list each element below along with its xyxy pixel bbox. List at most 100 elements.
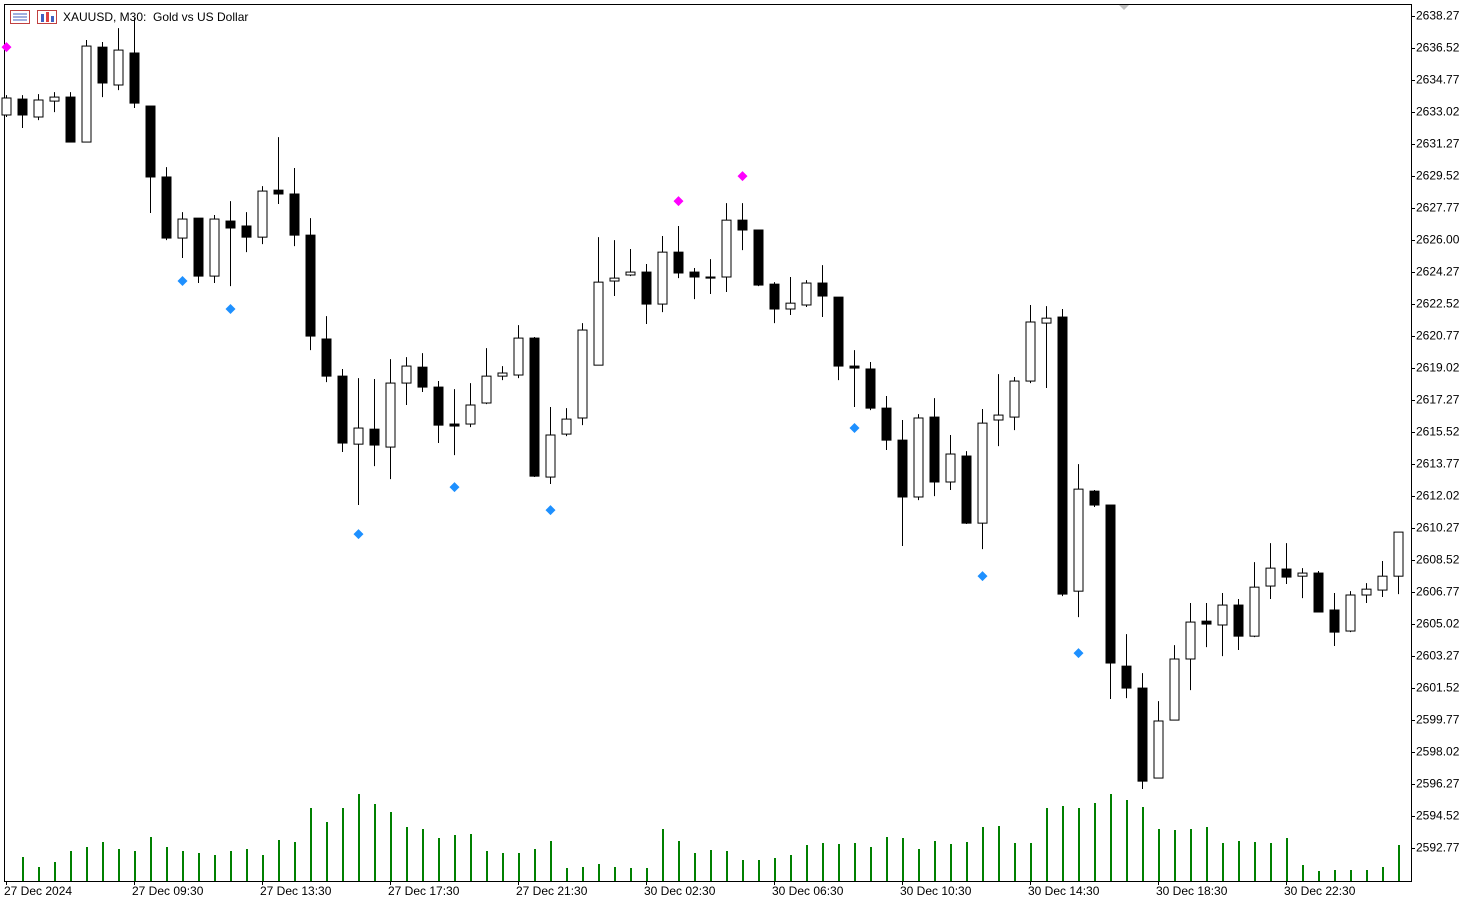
candle-body — [705, 276, 716, 279]
candle-body — [1137, 687, 1148, 782]
volume-bar — [1174, 830, 1176, 881]
volume-bar — [38, 867, 40, 881]
candle-body — [545, 434, 556, 478]
candle-body — [321, 338, 332, 377]
volume-bar — [390, 812, 392, 881]
volume-bar — [582, 867, 584, 881]
x-tick-label: 27 Dec 17:30 — [388, 884, 460, 898]
candle-body — [561, 418, 572, 435]
volume-bar — [1398, 845, 1400, 881]
candle-body — [817, 282, 828, 297]
volume-bar — [1110, 794, 1112, 881]
candle-body — [1073, 488, 1084, 592]
volume-bar — [1366, 870, 1368, 881]
volume-bar — [278, 840, 280, 881]
candle-body — [113, 49, 124, 86]
candle-body — [1329, 609, 1340, 633]
fractal-down-marker — [353, 529, 364, 540]
candle-body — [497, 372, 508, 377]
candle-body — [1025, 321, 1036, 382]
candle-body — [913, 417, 924, 498]
candle-body — [481, 375, 492, 404]
candle-body — [801, 282, 812, 306]
volume-bar — [310, 808, 312, 881]
candle-body — [369, 428, 380, 446]
volume-bar — [534, 849, 536, 881]
plot-frame — [4, 4, 1412, 882]
y-tick-label: 2608.52 — [1416, 553, 1460, 567]
candle-body — [513, 337, 524, 376]
candle-body — [1313, 572, 1324, 613]
candle-body — [225, 220, 236, 229]
volume-bar — [854, 843, 856, 881]
y-tick-label: 2634.77 — [1416, 73, 1460, 87]
candle-body — [1249, 586, 1260, 637]
candle-body — [1377, 575, 1388, 591]
candle-body — [1169, 658, 1180, 721]
x-tick-label: 27 Dec 09:30 — [132, 884, 204, 898]
y-tick-label: 2615.52 — [1416, 425, 1460, 439]
volume-bar — [950, 844, 952, 881]
candle-body — [577, 329, 588, 419]
volume-bar — [70, 851, 72, 881]
candle-body — [1041, 317, 1052, 324]
y-tick-label: 2598.02 — [1416, 745, 1460, 759]
x-tick-label: 30 Dec 14:30 — [1028, 884, 1100, 898]
volume-bar — [134, 851, 136, 881]
candle-body — [129, 52, 140, 104]
candle-body — [1153, 720, 1164, 779]
volume-bar — [1062, 806, 1064, 881]
shift-marker — [1119, 5, 1129, 10]
candle-body — [961, 455, 972, 524]
candle-body — [353, 427, 364, 445]
fractal-up-marker — [1, 42, 12, 53]
y-tick-label: 2629.52 — [1416, 169, 1460, 183]
volume-bar — [870, 847, 872, 881]
candle-body — [273, 189, 284, 195]
volume-bar — [694, 853, 696, 881]
volume-bar — [1094, 803, 1096, 881]
volume-bar — [422, 829, 424, 881]
volume-bar — [790, 855, 792, 881]
volume-bar — [1142, 807, 1144, 881]
volume-bar — [358, 794, 360, 881]
fractal-down-marker — [449, 482, 460, 493]
volume-bar — [822, 843, 824, 881]
x-tick-label: 27 Dec 21:30 — [516, 884, 588, 898]
candle-body — [97, 46, 108, 84]
x-tick-label: 30 Dec 22:30 — [1284, 884, 1356, 898]
volume-bar — [22, 857, 24, 881]
volume-bar — [1334, 870, 1336, 881]
volume-bar — [1158, 829, 1160, 881]
candle-body — [49, 96, 60, 102]
volume-bar — [1030, 843, 1032, 881]
x-tick-label: 30 Dec 06:30 — [772, 884, 844, 898]
volume-bar — [102, 842, 104, 881]
volume-bar — [150, 837, 152, 881]
candle-body — [625, 271, 636, 276]
candle-body — [529, 337, 540, 477]
volume-bar — [502, 853, 504, 881]
volume-bar — [518, 853, 520, 881]
candle-body — [721, 219, 732, 278]
volume-bar — [710, 850, 712, 881]
y-tick-label: 2633.02 — [1416, 105, 1460, 119]
volume-bar — [262, 855, 264, 881]
candle-body — [737, 219, 748, 231]
candle-body — [193, 217, 204, 277]
candle-body — [993, 414, 1004, 421]
fractal-up-marker — [673, 196, 684, 207]
candle-body — [1233, 604, 1244, 637]
candle-body — [785, 302, 796, 310]
x-tick-label: 30 Dec 10:30 — [900, 884, 972, 898]
y-tick-label: 2605.02 — [1416, 617, 1460, 631]
y-tick-label: 2599.77 — [1416, 713, 1460, 727]
chart-subtitle: Gold vs US Dollar — [153, 10, 248, 24]
y-tick-label: 2631.27 — [1416, 137, 1460, 151]
volume-bar — [758, 860, 760, 881]
volume-bar — [838, 844, 840, 881]
candle-body — [657, 251, 668, 305]
volume-bar — [646, 868, 648, 881]
fractal-down-marker — [977, 571, 988, 582]
